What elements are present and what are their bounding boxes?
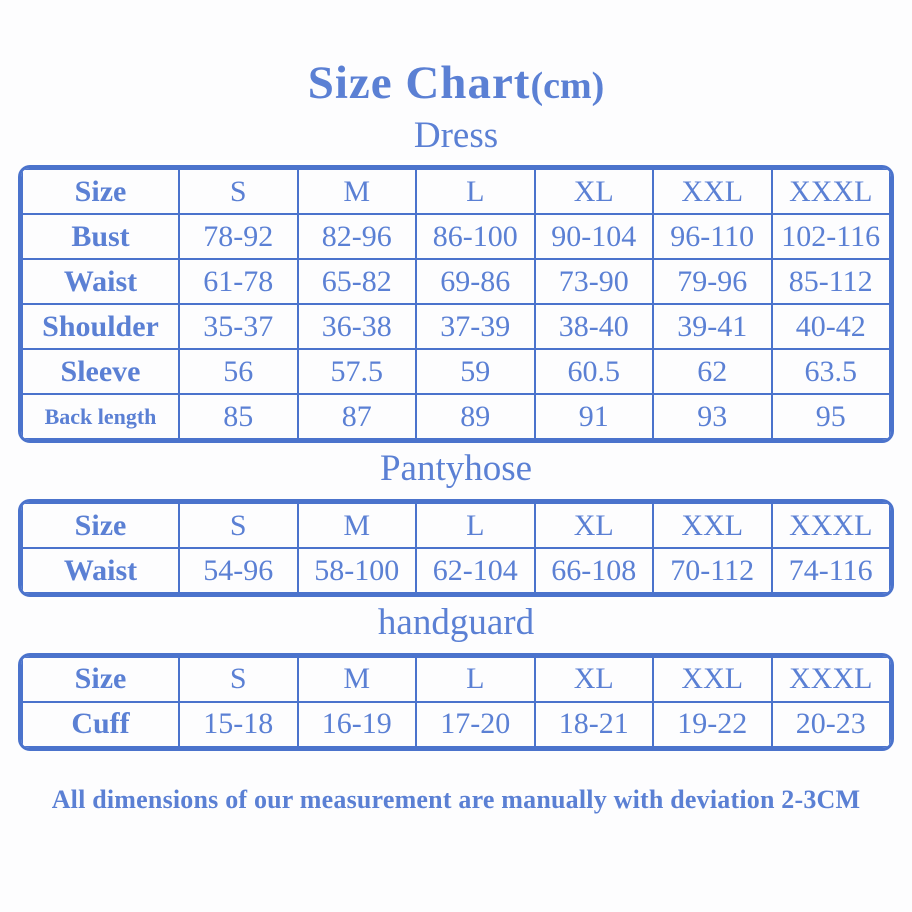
- table-row: Sleeve 56 57.5 59 60.5 62 63.5: [21, 348, 891, 396]
- size-value: 56: [178, 348, 299, 396]
- size-value: 36-38: [296, 303, 417, 351]
- size-table-frame: Size S M L XL XXL XXXL Waist 54-96 58-100 62-104 6…: [18, 499, 894, 598]
- column-header: L: [415, 502, 536, 550]
- table-row: Waist 61-78 65-82 69-86 73-90 79-96 85-112: [21, 258, 891, 306]
- size-value: 96-110: [652, 213, 773, 261]
- column-header: L: [415, 655, 536, 703]
- size-table-frame: Size S M L XL XXL XXXL Bust 78-92 82-96 86-100 90-…: [18, 165, 894, 444]
- page-title: Size Chart(cm): [0, 0, 912, 110]
- size-section: Pantyhose Size S M L XL XXL XXXL Waist 54-96 58-…: [0, 448, 912, 598]
- size-value: 82-96: [296, 213, 417, 261]
- size-value: 87: [296, 393, 417, 441]
- size-value: 54-96: [178, 547, 299, 595]
- table-header-row: Size S M L XL XXL XXXL: [21, 168, 891, 216]
- size-value: 58-100: [296, 547, 417, 595]
- size-value: 85: [178, 393, 299, 441]
- size-value: 66-108: [533, 547, 654, 595]
- size-value: 93: [652, 393, 773, 441]
- size-value: 57.5: [296, 348, 417, 396]
- size-value: 65-82: [296, 258, 417, 306]
- page-title-unit: (cm): [530, 65, 605, 107]
- section-heading: Dress: [413, 114, 499, 156]
- column-header: L: [415, 168, 536, 216]
- size-value: 79-96: [652, 258, 773, 306]
- row-label: Sleeve: [21, 348, 180, 396]
- size-tables-container: Dress Size S M L XL XXL XXXL Bust 78-92 82-96 86-…: [0, 114, 912, 751]
- size-value: 35-37: [178, 303, 299, 351]
- table-header-row: Size S M L XL XXL XXXL: [21, 502, 891, 550]
- size-section: handguard Size S M L XL XXL XXXL Cuff 15-18 16-1…: [0, 602, 912, 751]
- size-value: 17-20: [415, 700, 536, 748]
- column-header: XXXL: [770, 655, 891, 703]
- row-label: Size: [21, 502, 180, 550]
- size-value: 73-90: [533, 258, 654, 306]
- section-heading: Pantyhose: [379, 448, 533, 490]
- row-label: Bust: [21, 213, 180, 261]
- size-value: 20-23: [770, 700, 891, 748]
- size-value: 78-92: [178, 213, 299, 261]
- size-value: 38-40: [533, 303, 654, 351]
- section-heading: handguard: [377, 602, 535, 644]
- column-header: XL: [533, 168, 654, 216]
- size-value: 63.5: [770, 348, 891, 396]
- column-header: XL: [533, 655, 654, 703]
- row-label: Shoulder: [21, 303, 180, 351]
- size-value: 18-21: [533, 700, 654, 748]
- size-value: 60.5: [533, 348, 654, 396]
- column-header: M: [296, 502, 417, 550]
- size-value: 62-104: [415, 547, 536, 595]
- column-header: S: [178, 655, 299, 703]
- footer-note: All dimensions of our measurement are ma…: [51, 784, 861, 814]
- row-label: Waist: [21, 547, 180, 595]
- size-value: 95: [770, 393, 891, 441]
- size-value: 102-116: [770, 213, 891, 261]
- row-label: Waist: [21, 258, 180, 306]
- size-value: 37-39: [415, 303, 536, 351]
- size-value: 39-41: [652, 303, 773, 351]
- column-header: XXL: [652, 502, 773, 550]
- row-label: Size: [21, 168, 180, 216]
- table-row: Cuff 15-18 16-19 17-20 18-21 19-22 20-23: [21, 700, 891, 748]
- table-header-row: Size S M L XL XXL XXXL: [21, 655, 891, 703]
- size-section: Dress Size S M L XL XXL XXXL Bust 78-92 82-96 86-…: [0, 114, 912, 444]
- size-value: 74-116: [770, 547, 891, 595]
- size-table: Size S M L XL XXL XXXL Waist 54-96 58-100 62-104 6…: [21, 502, 891, 595]
- table-row: Bust 78-92 82-96 86-100 90-104 96-110 102-116: [21, 213, 891, 261]
- size-value: 85-112: [770, 258, 891, 306]
- size-value: 16-19: [296, 700, 417, 748]
- size-value: 89: [415, 393, 536, 441]
- size-table-frame: Size S M L XL XXL XXXL Cuff 15-18 16-19 17-20 18-2…: [18, 652, 894, 751]
- size-value: 40-42: [770, 303, 891, 351]
- page-title-text: Size Chart: [307, 57, 531, 109]
- size-value: 15-18: [178, 700, 299, 748]
- row-label: Cuff: [21, 700, 180, 748]
- column-header: S: [178, 502, 299, 550]
- size-value: 62: [652, 348, 773, 396]
- table-row: Back length 85 87 89 91 93 95: [21, 393, 891, 441]
- row-label: Size: [21, 655, 180, 703]
- size-value: 86-100: [415, 213, 536, 261]
- size-value: 19-22: [652, 700, 773, 748]
- row-label: Back length: [21, 393, 180, 441]
- column-header: XXL: [652, 655, 773, 703]
- table-row: Waist 54-96 58-100 62-104 66-108 70-112 74-116: [21, 547, 891, 595]
- size-table: Size S M L XL XXL XXXL Bust 78-92 82-96 86-100 90-…: [21, 168, 891, 441]
- size-value: 91: [533, 393, 654, 441]
- column-header: M: [296, 655, 417, 703]
- column-header: XXL: [652, 168, 773, 216]
- size-value: 59: [415, 348, 536, 396]
- column-header: XXXL: [770, 502, 891, 550]
- table-row: Shoulder 35-37 36-38 37-39 38-40 39-41 40-42: [21, 303, 891, 351]
- column-header: M: [296, 168, 417, 216]
- column-header: S: [178, 168, 299, 216]
- column-header: XXXL: [770, 168, 891, 216]
- size-value: 69-86: [415, 258, 536, 306]
- size-value: 61-78: [178, 258, 299, 306]
- size-value: 70-112: [652, 547, 773, 595]
- column-header: XL: [533, 502, 654, 550]
- size-value: 90-104: [533, 213, 654, 261]
- size-table: Size S M L XL XXL XXXL Cuff 15-18 16-19 17-20 18-2…: [21, 655, 891, 748]
